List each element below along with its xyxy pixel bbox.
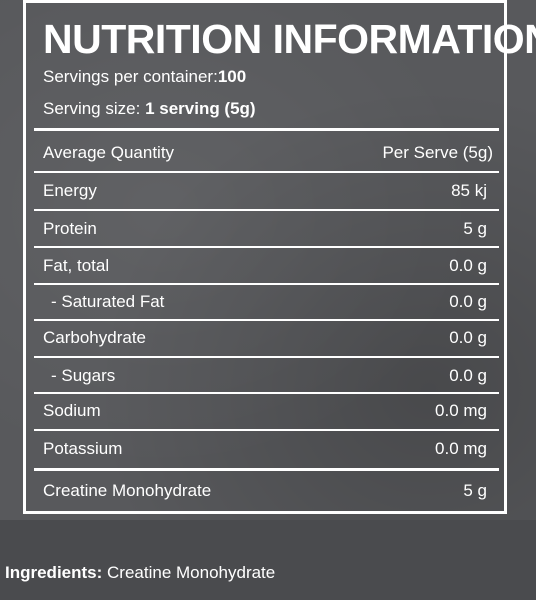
nutrient-amount: 0.0 g [449, 328, 487, 347]
table-row: Carbohydrate 0.0 g [43, 326, 493, 350]
ingredients-value: Creatine Monohydrate [107, 563, 276, 582]
table-rule [34, 392, 499, 394]
column-header-quantity: Average Quantity [43, 143, 175, 162]
ingredients-line: Ingredients: Creatine Monohydrate [5, 561, 275, 585]
nutrient-name: Creatine Monohydrate [43, 481, 212, 500]
table-row: Fat, total 0.0 g [43, 254, 493, 278]
serving-size: Serving size: 1 serving (5g) [43, 98, 256, 120]
table-row: Potassium 0.0 mg [43, 437, 493, 461]
table-row: Energy 85 kj [43, 179, 493, 203]
table-rule [34, 319, 499, 321]
nutrition-panel: NUTRITION INFORMATION Servings per conta… [0, 0, 536, 520]
table-rule [34, 429, 499, 431]
nutrient-amount: 85 kj [451, 181, 487, 200]
nutrient-name: Sodium [43, 401, 101, 420]
nutrient-amount: 0.0 g [449, 292, 487, 311]
servings-per-container-value: 100 [217, 67, 247, 86]
table-rule [34, 209, 499, 211]
column-header-per-serve: Per Serve (5g) [382, 143, 493, 162]
table-row: Sodium 0.0 mg [43, 399, 493, 423]
ingredients-label: Ingredients: [5, 563, 103, 582]
nutrient-name: Carbohydrate [43, 328, 147, 347]
panel-title: NUTRITION INFORMATION [43, 16, 536, 62]
nutrient-name: - Saturated Fat [51, 292, 165, 311]
nutrient-name: Fat, total [43, 256, 110, 275]
nutrient-amount: 5 g [463, 219, 487, 238]
table-row: Creatine Monohydrate 5 g [43, 479, 493, 503]
table-rule-thick [34, 468, 499, 471]
nutrient-name: - Sugars [51, 366, 116, 385]
table-top-rule [34, 128, 499, 131]
nutrient-amount: 0.0 g [449, 256, 487, 275]
nutrient-name: Protein [43, 219, 97, 238]
nutrient-amount: 0.0 g [449, 366, 487, 385]
nutrient-name: Energy [43, 181, 97, 200]
panel-border [23, 0, 507, 514]
table-header-row: Average Quantity Per Serve (5g) [43, 141, 493, 165]
table-rule [34, 356, 499, 358]
table-rule [34, 171, 499, 173]
table-row: - Saturated Fat 0.0 g [43, 290, 493, 314]
servings-per-container-label: Servings per container: [43, 67, 218, 86]
nutrient-amount: 0.0 mg [435, 439, 487, 458]
table-row: - Sugars 0.0 g [43, 364, 493, 388]
serving-size-value: 1 serving (5g) [145, 99, 256, 118]
nutrient-amount: 5 g [463, 481, 487, 500]
nutrient-amount: 0.0 mg [435, 401, 487, 420]
serving-size-label: Serving size: [43, 99, 141, 118]
servings-per-container: Servings per container:100 [43, 66, 246, 88]
nutrient-name: Potassium [43, 439, 123, 458]
table-rule [34, 283, 499, 285]
table-rule [34, 246, 499, 248]
table-row: Protein 5 g [43, 217, 493, 241]
